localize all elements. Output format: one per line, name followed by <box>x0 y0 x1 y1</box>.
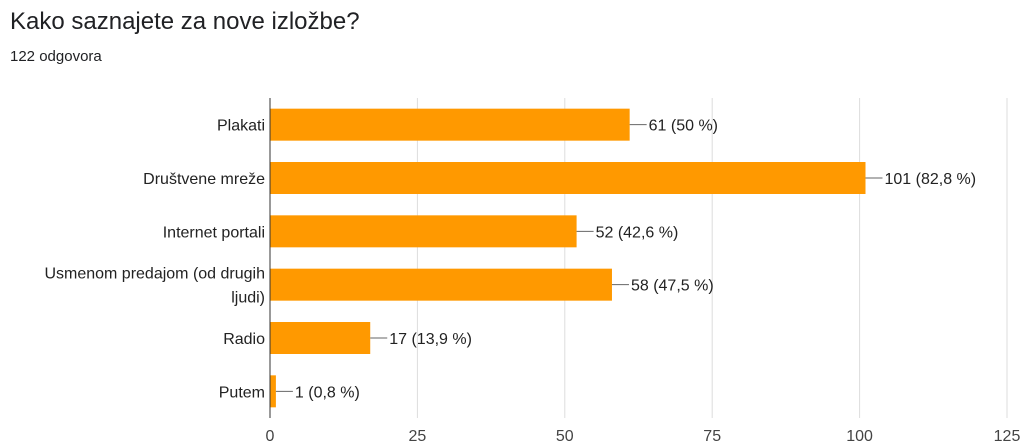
x-tick-label: 75 <box>703 428 721 445</box>
bar <box>270 268 612 301</box>
category-label: Radio <box>223 331 265 348</box>
category-labels: Plakati Društvene mreže Internet portali Us… <box>44 118 265 402</box>
chart-title: Kako saznajete za nove izložbe? <box>10 8 360 35</box>
bar <box>270 108 630 141</box>
x-tick-label: 50 <box>556 428 574 445</box>
bar <box>270 215 577 248</box>
data-label: 101 (82,8 %) <box>884 171 976 188</box>
category-label: Usmenom predajom (od drugih <box>44 266 265 283</box>
category-label: Plakati <box>217 118 265 135</box>
data-label: 1 (0,8 %) <box>295 384 360 401</box>
data-label: 17 (13,9 %) <box>389 331 472 348</box>
bar <box>270 322 371 354</box>
category-label: Društvene mreže <box>143 171 265 188</box>
x-tick-label: 100 <box>846 428 873 445</box>
response-count: 122 odgovora <box>10 48 102 65</box>
data-label: 58 (47,5 %) <box>631 278 714 295</box>
x-tick-label: 0 <box>266 428 275 445</box>
bar <box>270 162 866 194</box>
data-label: 61 (50 %) <box>649 118 718 135</box>
x-tick-label: 25 <box>409 428 427 445</box>
label-leaders <box>275 124 883 392</box>
bar <box>270 375 276 408</box>
data-label: 52 (42,6 %) <box>596 224 679 241</box>
category-label: Internet portali <box>163 224 265 241</box>
data-labels: 61 (50 %) 101 (82,8 %) 52 (42,6 %) 58 (47,5… <box>295 118 976 402</box>
bars <box>270 108 866 408</box>
category-label: ljudi) <box>231 290 265 307</box>
x-tick-label: 125 <box>994 428 1021 445</box>
category-label: Putem <box>219 384 265 401</box>
gridlines <box>416 98 1008 418</box>
tick-labels: 0 25 50 75 100 125 <box>266 428 1021 445</box>
